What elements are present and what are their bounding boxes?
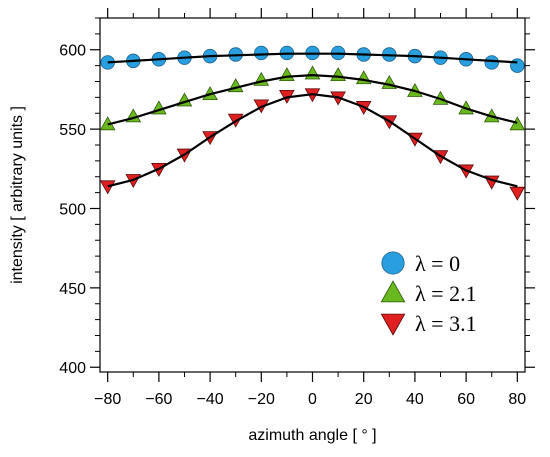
x-tick-label: 40 (406, 391, 424, 408)
x-axis-label: azimuth angle [ ° ] (248, 427, 376, 444)
y-tick-label: 450 (59, 281, 86, 298)
x-tick-label: −40 (197, 391, 224, 408)
y-tick-label: 500 (59, 201, 86, 218)
data-point (484, 55, 499, 70)
y-tick-label: 550 (59, 122, 86, 139)
data-point (381, 251, 405, 275)
data-point (304, 65, 321, 80)
y-axis-label: intensity [ arbitrary units ] (9, 106, 26, 284)
x-tick-label: −60 (145, 391, 172, 408)
x-tick-label: 0 (308, 391, 317, 408)
x-tick-label: −80 (94, 391, 121, 408)
legend: λ = 0 λ = 2.1 λ = 3.1 (380, 251, 477, 336)
y-tick-label: 400 (59, 360, 86, 377)
data-point (510, 58, 525, 73)
x-tick-label: 60 (457, 391, 475, 408)
tick-labels: −80 −60 −40 −20 0 20 40 60 80 400 450 500 550 600 (59, 43, 526, 408)
data-point (509, 116, 526, 131)
legend-label: λ = 3.1 (415, 311, 477, 336)
data-point (254, 45, 269, 61)
x-tick-label: 20 (355, 391, 373, 408)
fit-line (107, 52, 518, 64)
data-point (99, 180, 116, 195)
fit-line (107, 74, 518, 126)
data-point (380, 313, 406, 336)
x-tick-label: −20 (248, 391, 275, 408)
axis-ticks (90, 8, 535, 382)
fit-line (107, 93, 518, 188)
x-tick-label: 80 (508, 391, 526, 408)
data-point (380, 280, 406, 303)
legend-label: λ = 2.1 (415, 281, 477, 306)
data-points (99, 45, 526, 201)
data-point (330, 67, 346, 81)
data-point (509, 186, 526, 201)
y-tick-label: 600 (59, 43, 86, 60)
fit-lines (107, 52, 518, 188)
legend-label: λ = 0 (415, 251, 460, 276)
